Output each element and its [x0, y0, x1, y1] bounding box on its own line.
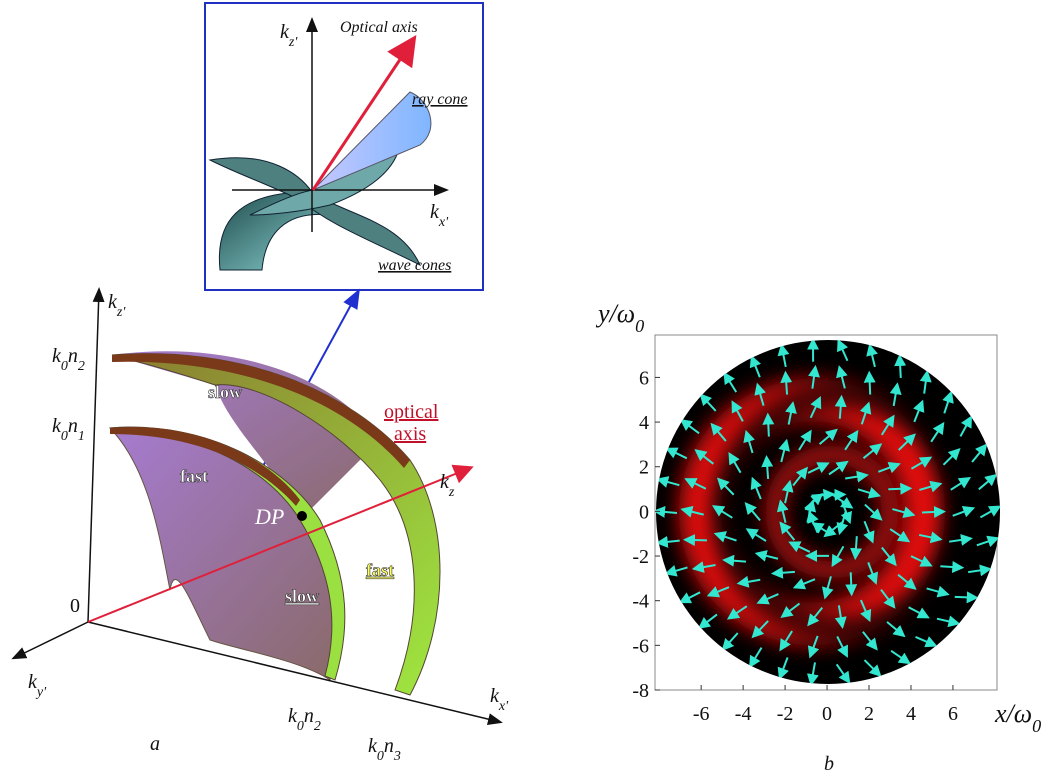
subscript: 2 [314, 719, 321, 734]
surface-label: fast [180, 466, 208, 486]
x-tick-label: 2 [864, 703, 874, 725]
annotation: wave cones [378, 257, 451, 274]
subscript: 2 [78, 359, 85, 374]
y-tick-label: -6 [632, 635, 649, 657]
y-tick-label: -8 [632, 680, 649, 702]
field-arrow [955, 597, 977, 598]
panel-a: kz' k0n2 k0n1 0 ky' kx' k0n2 k0n3 kz opt… [14, 290, 509, 764]
symbol: n [384, 735, 394, 757]
axis-label: kx' [490, 685, 509, 714]
subscript: 0 [377, 749, 384, 764]
surface-label: slow [208, 382, 242, 402]
field-arrow [922, 512, 944, 513]
subscript: 0 [61, 429, 68, 444]
field-arrow [851, 572, 852, 594]
subscript: 1 [78, 429, 85, 444]
axis [88, 290, 99, 622]
axis-label: k0n2 [288, 705, 321, 734]
annotation: axis [394, 423, 426, 445]
panel-b: y/ω0 x/ω0 b -6-4-20246-8-6-4-20246 [595, 299, 1041, 775]
subscript: y' [35, 685, 47, 700]
origin-label: 0 [70, 595, 80, 617]
subscript: z [448, 485, 455, 500]
symbol: n [68, 415, 78, 437]
x-tick-label: 4 [906, 703, 916, 725]
field-arrow [768, 415, 769, 437]
surface-label: fast [366, 560, 394, 580]
y-tick-label: 0 [639, 501, 649, 523]
x-tick-label: -6 [693, 703, 710, 725]
symbol: x/ω [994, 699, 1032, 728]
x-tick-label: -4 [735, 703, 752, 725]
field-arrow [940, 566, 962, 567]
subscript: 0 [635, 316, 644, 336]
panel-label: a [150, 733, 160, 755]
annotation: Optical axis [340, 19, 418, 36]
subscript: 0 [1032, 716, 1041, 736]
axis-label: kz' [108, 291, 126, 320]
axis-label: k0n3 [368, 735, 401, 764]
subscript: z' [288, 35, 298, 50]
field-arrow [685, 540, 707, 541]
diabolic-point [297, 511, 307, 521]
field-arrow [869, 373, 870, 395]
y-tick-label: 4 [639, 412, 649, 434]
y-tick-label: -2 [632, 546, 649, 568]
axis-label: x/ω0 [994, 699, 1041, 736]
axis-label: y/ω0 [595, 299, 644, 336]
y-tick-label: 6 [639, 367, 649, 389]
inset: kz' Optical axis ray cone kx' wave cones [205, 3, 483, 290]
axis [14, 622, 88, 658]
axis-label: k0n1 [52, 415, 85, 444]
annotation: optical [384, 401, 439, 423]
panel-label: b [824, 753, 834, 775]
axis-label: k0n2 [52, 345, 85, 374]
symbol: n [304, 705, 314, 727]
symbol: n [68, 345, 78, 367]
subscript: 3 [393, 749, 401, 764]
x-tick-label: 0 [822, 703, 832, 725]
surface-label: slow [285, 586, 319, 606]
field-arrow [900, 356, 901, 378]
figure: kz' Optical axis ray cone kx' wave cones… [0, 0, 1063, 781]
annotation: DP [254, 504, 284, 529]
y-tick-label: -4 [632, 591, 649, 613]
subscript: x' [498, 699, 509, 714]
axis-label: ky' [28, 671, 47, 700]
subscript: 0 [297, 719, 304, 734]
x-tick-label: 6 [948, 703, 958, 725]
x-tick-label: -2 [777, 703, 794, 725]
annotation: ray cone [412, 91, 468, 108]
subscript: x' [438, 215, 449, 230]
subscript: z' [116, 305, 126, 320]
y-tick-label: 2 [639, 457, 649, 479]
symbol: y/ω [595, 299, 635, 328]
field-arrow [888, 488, 910, 489]
subscript: 0 [61, 359, 68, 374]
